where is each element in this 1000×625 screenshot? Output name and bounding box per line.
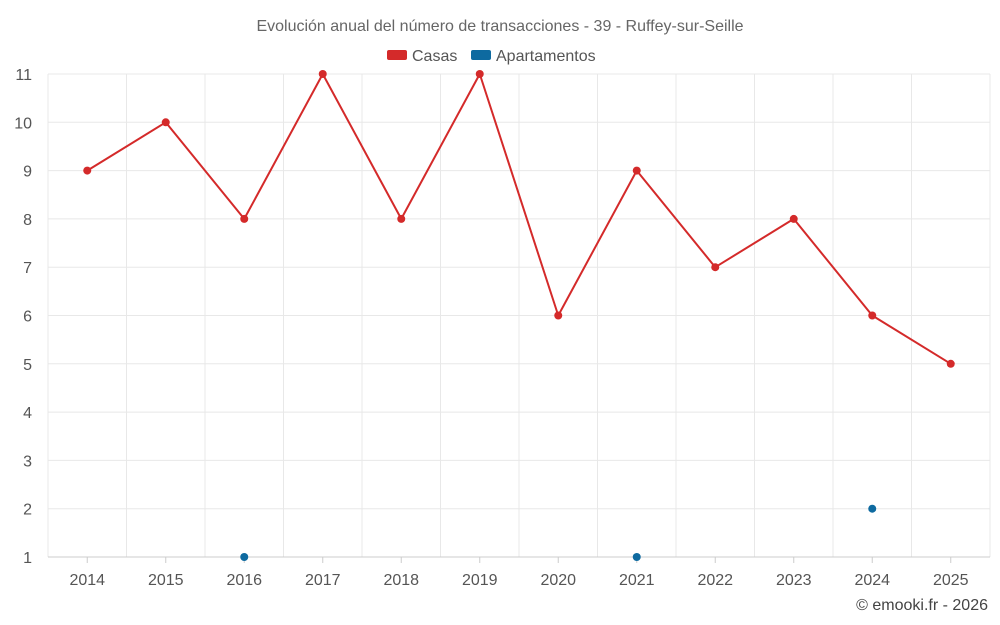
y-tick-label: 6 (23, 309, 32, 326)
data-point-casas[interactable] (475, 70, 484, 78)
series-line-casas (86, 73, 952, 365)
x-tick-label: 2024 (854, 572, 890, 589)
y-tick-label: 3 (23, 453, 32, 470)
y-tick-label: 8 (23, 212, 32, 229)
data-point-casas[interactable] (240, 214, 249, 223)
x-tick-label: 2015 (148, 572, 184, 589)
x-tick-label: 2017 (305, 572, 341, 589)
legend-label-casas[interactable]: Casas (412, 48, 457, 65)
x-tick-label: 2018 (383, 572, 419, 589)
data-point-casas[interactable] (83, 166, 92, 175)
copyright-footer: © emooki.fr - 2026 (856, 597, 988, 614)
data-point-casas[interactable] (161, 118, 170, 127)
y-tick-label: 2 (23, 502, 32, 519)
y-tick-label: 5 (23, 357, 32, 374)
data-point-casas[interactable] (868, 311, 877, 320)
data-point-apartamentos[interactable] (632, 553, 641, 561)
y-tick-label: 10 (14, 115, 32, 132)
legend[interactable]: Casas Apartamentos (387, 48, 596, 65)
y-tick-label: 4 (23, 405, 32, 422)
data-point-casas[interactable] (397, 214, 406, 223)
x-axis: 2014 2015 2016 2017 2018 2019 2020 2021 2022 2023… (48, 556, 990, 589)
chart-title: Evolución anual del número de transaccio… (256, 18, 743, 35)
data-point-casas[interactable] (632, 166, 641, 175)
data-point-apartamentos[interactable] (868, 504, 877, 513)
x-tick-label: 2023 (776, 572, 812, 589)
y-tick-label: 9 (23, 164, 32, 181)
data-point-casas[interactable] (711, 263, 720, 272)
grid (47, 73, 991, 558)
data-point-apartamentos[interactable] (240, 553, 249, 561)
y-tick-label: 7 (23, 260, 32, 277)
legend-swatch-apartamentos[interactable] (471, 50, 491, 60)
data-point-casas[interactable] (946, 359, 955, 368)
legend-swatch-casas[interactable] (387, 50, 407, 60)
x-tick-label: 2019 (462, 572, 498, 589)
data-point-casas[interactable] (554, 311, 563, 320)
legend-label-apartamentos[interactable]: Apartamentos (496, 48, 596, 65)
x-tick-label: 2020 (540, 572, 576, 589)
x-tick-label: 2025 (933, 572, 969, 589)
x-tick-label: 2021 (619, 572, 655, 589)
x-tick-label: 2022 (697, 572, 733, 589)
x-tick-label: 2014 (69, 572, 105, 589)
y-tick-label: 11 (15, 67, 32, 84)
data-point-casas[interactable] (789, 214, 798, 223)
y-tick-label: 1 (23, 550, 32, 567)
series-layer (83, 70, 955, 561)
x-tick-label: 2016 (226, 572, 262, 589)
data-point-casas[interactable] (318, 70, 327, 78)
y-axis: 1 2 3 4 5 6 7 8 9 10 11 (14, 67, 32, 567)
